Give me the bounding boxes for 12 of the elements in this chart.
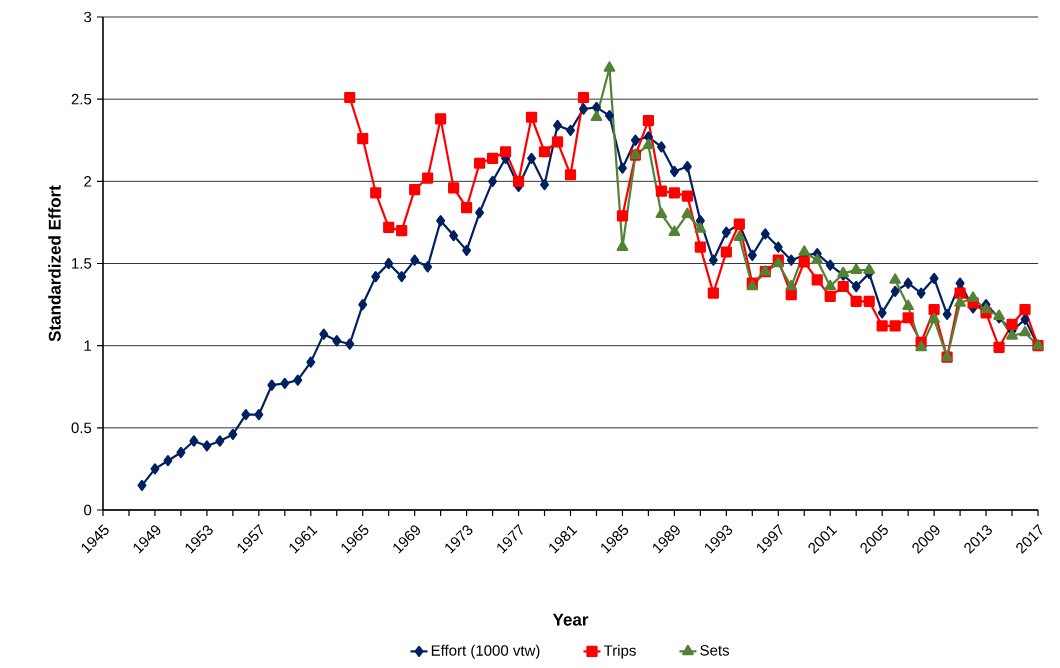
y-tick-label: 1.5 xyxy=(72,258,92,269)
y-tick-label: 3 xyxy=(84,11,92,23)
y-tick-label: 0.5 xyxy=(71,422,92,434)
legend-label: Effort (1000 vtw) xyxy=(431,644,540,659)
legend-label: Sets xyxy=(700,645,730,656)
y-tick-label: 2.5 xyxy=(71,93,92,105)
y-tick-label: 2 xyxy=(84,176,92,187)
x-axis-title: Year xyxy=(552,613,589,626)
y-tick-label: 0 xyxy=(84,504,92,516)
legend-label: Trips xyxy=(603,644,636,659)
y-tick-label: 1 xyxy=(84,340,92,351)
y-axis-title: Standardized Effort xyxy=(48,185,61,342)
